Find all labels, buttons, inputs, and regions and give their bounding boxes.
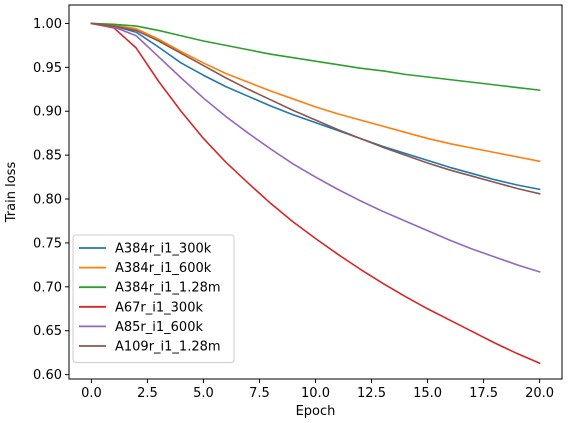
y-tick-label: 0.85 [33,149,62,164]
x-tick-label: 0.0 [81,386,102,401]
legend-entry: A384r_i1_600k [115,261,212,276]
x-tick-label: 7.5 [249,386,270,401]
legend-entry: A67r_i1_300k [115,300,203,315]
y-tick-label: 0.80 [33,193,62,208]
series-line-1 [90,22,541,163]
y-axis: 0.60 0.65 0.70 0.75 0.80 0.85 0.90 0.95 1.00 [33,17,69,383]
y-tick-label: 0.75 [33,236,62,251]
y-tick-label: 0.90 [33,105,62,120]
legend: A384r_i1_300k A384r_i1_600k A384r_i1_1.28m… [72,234,235,364]
legend-entry: A85r_i1_600k [115,320,203,335]
series-line-0 [90,22,541,191]
legend-box [72,234,235,364]
x-tick-label: 12.5 [357,386,386,401]
legend-entry: A384r_i1_300k [115,242,212,257]
x-tick-label: 2.5 [137,386,158,401]
x-axis: 0.0 2.5 5.0 7.5 10.0 12.5 15.0 17.5 20.0 [81,379,554,401]
y-tick-label: 1.00 [33,17,62,32]
series-line-3 [90,22,541,365]
y-tick-label: 0.65 [33,324,62,339]
y-tick-label: 0.95 [33,61,62,76]
series-line-5 [90,22,541,195]
legend-entry: A109r_i1_1.28m [115,340,221,355]
series-line-4 [90,22,541,273]
x-tick-label: 10.0 [301,386,330,401]
x-tick-label: 17.5 [469,386,498,401]
y-axis-label: Train loss [4,162,19,224]
x-axis-label: Epoch [296,404,336,419]
x-tick-label: 15.0 [413,386,442,401]
legend-entry: A384r_i1_1.28m [115,281,221,296]
plot-frame [68,4,563,380]
y-tick-label: 0.60 [33,368,62,383]
x-tick-label: 5.0 [193,386,214,401]
x-tick-label: 20.0 [525,386,554,401]
y-tick-label: 0.70 [33,280,62,295]
series-lines [90,22,541,365]
series-line-2 [90,22,541,92]
